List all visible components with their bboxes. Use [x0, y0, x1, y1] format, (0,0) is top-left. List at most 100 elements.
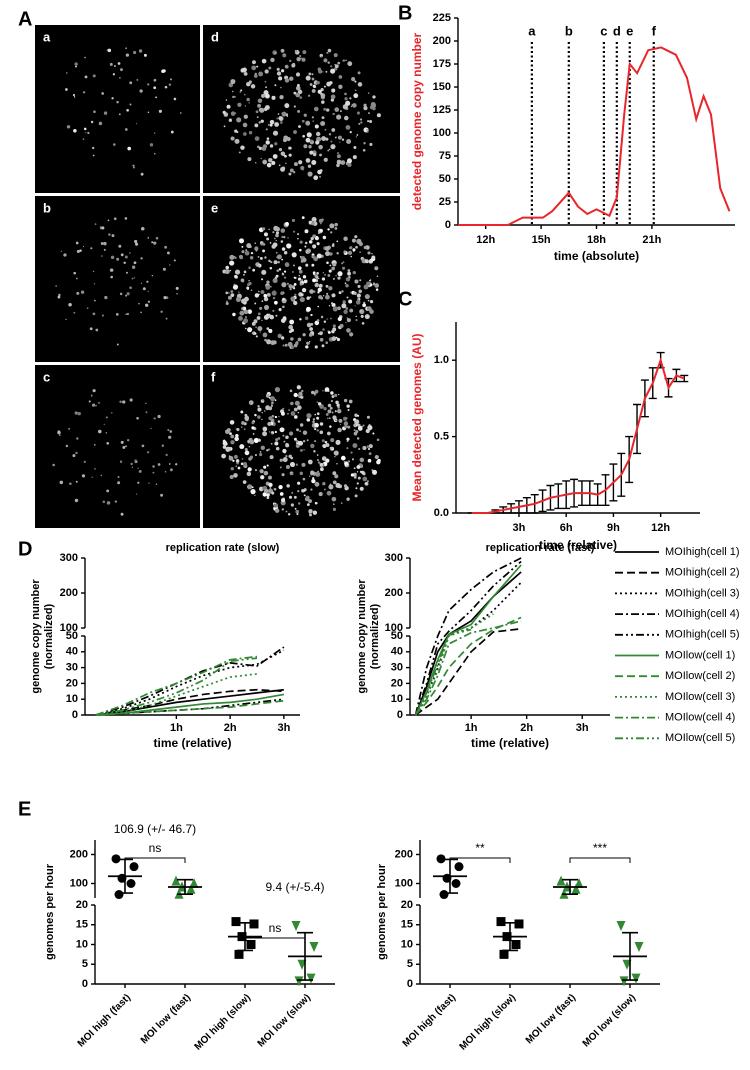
speckle: [360, 121, 363, 124]
speckle: [294, 437, 297, 441]
speckle: [275, 226, 280, 232]
annotation: 9.4 (+/-5.4): [265, 880, 324, 894]
speckle: [243, 71, 248, 76]
speckle: [84, 56, 86, 59]
speckle: [357, 71, 361, 75]
speckle: [297, 337, 302, 342]
speckle: [104, 295, 108, 300]
speckle: [310, 139, 313, 142]
speckle: [271, 401, 274, 405]
speckle: [140, 172, 144, 176]
y-tick-label: 25: [439, 196, 451, 208]
speckle: [258, 146, 262, 150]
speckle: [327, 228, 330, 231]
data-line: [414, 620, 522, 716]
speckle: [289, 389, 293, 393]
speckle: [282, 434, 285, 437]
data-line: [414, 616, 522, 716]
speckle: [261, 269, 267, 275]
speckle: [282, 53, 287, 58]
speckle: [247, 484, 253, 490]
speckle: [267, 421, 272, 427]
speckle: [271, 244, 276, 249]
speckle: [307, 459, 313, 465]
speckle: [280, 336, 285, 340]
speckle: [248, 102, 250, 104]
speckle: [324, 273, 326, 276]
significance-label: ns: [149, 841, 162, 855]
speckle: [316, 271, 319, 275]
y-tick-label: 1.0: [434, 354, 449, 366]
speckle: [316, 80, 320, 85]
speckle: [101, 314, 104, 317]
speckle: [319, 331, 323, 336]
speckle: [361, 322, 365, 325]
speckle: [232, 459, 235, 462]
speckle: [314, 422, 319, 428]
speckle: [349, 97, 352, 100]
speckle: [175, 286, 179, 290]
speckle: [108, 233, 111, 236]
speckle: [310, 236, 314, 241]
speckle: [277, 333, 282, 339]
speckle: [292, 171, 296, 174]
speckle: [318, 295, 323, 300]
speckle: [100, 227, 102, 230]
speckle: [147, 290, 149, 293]
speckle: [304, 245, 307, 248]
speckle: [359, 457, 365, 463]
speckle: [284, 154, 287, 158]
speckle: [305, 75, 311, 81]
speckle: [286, 282, 289, 285]
speckle: [268, 431, 271, 433]
speckle: [259, 470, 261, 472]
speckle: [109, 268, 114, 272]
speckle: [274, 122, 280, 127]
speckle: [299, 55, 302, 58]
speckle: [103, 111, 108, 115]
speckle: [281, 411, 285, 416]
speckle: [336, 154, 341, 159]
speckle: [269, 123, 273, 127]
speckle: [309, 475, 311, 477]
speckle: [232, 95, 235, 99]
speckle: [257, 264, 260, 268]
speckle: [257, 312, 261, 316]
speckle: [308, 240, 313, 244]
speckle: [297, 277, 302, 281]
data-line: [95, 699, 284, 716]
speckle: [259, 331, 261, 333]
speckle: [243, 318, 249, 324]
speckle: [276, 71, 282, 76]
speckle: [281, 112, 286, 117]
speckle: [342, 300, 346, 304]
speckle: [269, 119, 275, 125]
speckle: [329, 252, 333, 256]
speckle: [335, 439, 341, 445]
speckle: [155, 96, 158, 99]
speckle: [321, 136, 327, 142]
speckle: [285, 162, 287, 164]
speckle: [274, 276, 278, 279]
speckle: [257, 407, 262, 412]
speckle: [105, 416, 108, 419]
speckle: [332, 327, 337, 332]
speckle: [314, 320, 320, 326]
speckle: [330, 140, 333, 143]
speckle: [268, 475, 272, 480]
data-point: [231, 917, 241, 927]
speckle: [230, 434, 235, 439]
speckle: [321, 277, 326, 281]
speckle: [318, 218, 323, 223]
speckle: [312, 84, 316, 88]
speckle: [165, 453, 168, 457]
panel-label: C: [398, 288, 412, 310]
speckle: [137, 467, 139, 469]
speckle: [230, 290, 234, 293]
speckle: [268, 259, 271, 263]
speckle: [360, 310, 362, 312]
speckle: [116, 257, 120, 261]
speckle: [368, 444, 373, 449]
speckle: [264, 410, 266, 412]
speckle: [330, 144, 336, 150]
